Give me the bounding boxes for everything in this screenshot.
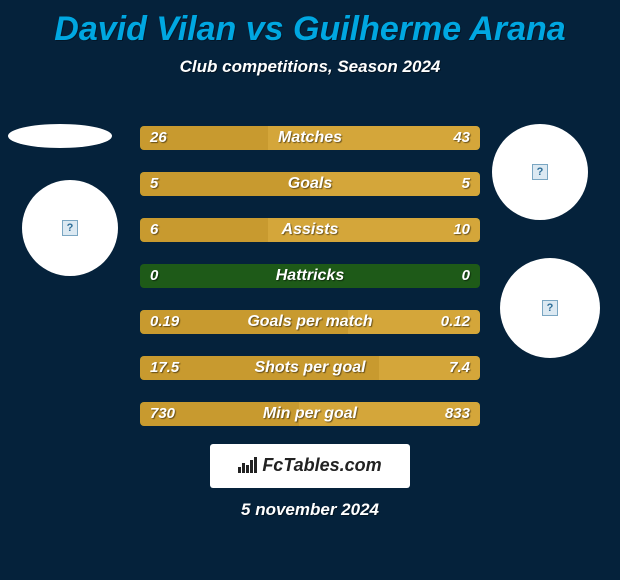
bars-icon bbox=[238, 457, 258, 478]
stat-value-right: 10 bbox=[453, 218, 470, 242]
stat-row: 26Matches43 bbox=[140, 126, 480, 150]
stat-value-right: 0 bbox=[462, 264, 470, 288]
stat-row: 17.5Shots per goal7.4 bbox=[140, 356, 480, 380]
stat-label: Shots per goal bbox=[140, 356, 480, 380]
club-badge-left: ? bbox=[22, 180, 118, 276]
stat-label: Assists bbox=[140, 218, 480, 242]
fctables-watermark: FcTables.com bbox=[210, 444, 410, 488]
stat-value-right: 833 bbox=[445, 402, 470, 426]
fctables-logo: FcTables.com bbox=[238, 455, 381, 478]
page-title: David Vilan vs Guilherme Arana bbox=[0, 0, 620, 49]
image-placeholder-icon: ? bbox=[62, 220, 78, 236]
stat-value-right: 7.4 bbox=[449, 356, 470, 380]
stat-value-right: 5 bbox=[462, 172, 470, 196]
stat-row: 6Assists10 bbox=[140, 218, 480, 242]
stat-label: Hattricks bbox=[140, 264, 480, 288]
stat-label: Goals bbox=[140, 172, 480, 196]
club-badge-right-top: ? bbox=[492, 124, 588, 220]
club-badge-right-bottom: ? bbox=[500, 258, 600, 358]
stat-row: 0.19Goals per match0.12 bbox=[140, 310, 480, 334]
date-label: 5 november 2024 bbox=[0, 500, 620, 520]
stats-panel: 26Matches435Goals56Assists100Hattricks00… bbox=[140, 126, 480, 448]
subtitle: Club competitions, Season 2024 bbox=[0, 57, 620, 77]
stat-label: Goals per match bbox=[140, 310, 480, 334]
stat-row: 730Min per goal833 bbox=[140, 402, 480, 426]
image-placeholder-icon: ? bbox=[542, 300, 558, 316]
fctables-text: FcTables.com bbox=[262, 455, 381, 475]
stat-row: 5Goals5 bbox=[140, 172, 480, 196]
stat-value-right: 43 bbox=[453, 126, 470, 150]
image-placeholder-icon: ? bbox=[532, 164, 548, 180]
stat-label: Min per goal bbox=[140, 402, 480, 426]
stat-value-right: 0.12 bbox=[441, 310, 470, 334]
player-left-ellipse bbox=[8, 124, 112, 148]
stat-row: 0Hattricks0 bbox=[140, 264, 480, 288]
stat-label: Matches bbox=[140, 126, 480, 150]
